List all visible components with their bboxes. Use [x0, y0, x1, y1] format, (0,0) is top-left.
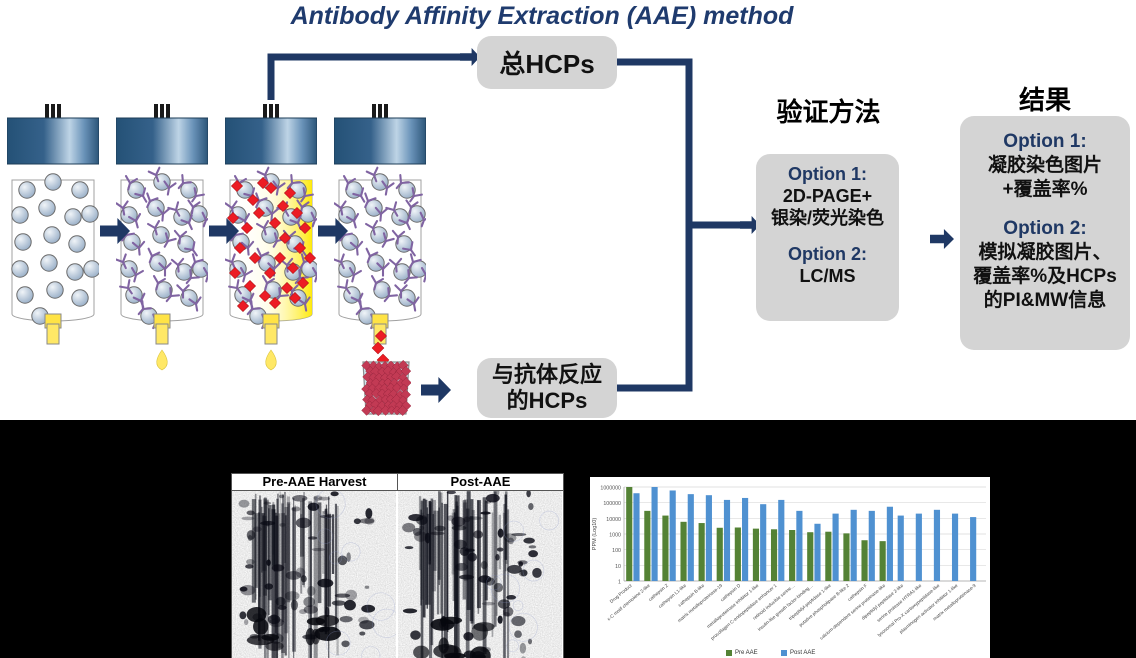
svg-text:100000: 100000	[603, 501, 621, 507]
svg-text:Pre AAE: Pre AAE	[735, 650, 758, 656]
svg-text:100: 100	[612, 548, 621, 554]
svg-text:calcium-dependent serine prote: calcium-dependent serine proteinase-like	[819, 583, 887, 641]
svg-text:1000000: 1000000	[600, 486, 621, 492]
svg-text:Post AAE: Post AAE	[790, 650, 815, 656]
svg-text:1000: 1000	[609, 533, 621, 539]
svg-text:procollagen C-endopeptidase en: procollagen C-endopeptidase enhancer 1	[710, 583, 778, 641]
svg-text:1: 1	[618, 580, 621, 586]
svg-text:10: 10	[615, 564, 621, 570]
svg-text:10000: 10000	[606, 517, 621, 523]
svg-text:PPM (Log10): PPM (Log10)	[592, 518, 598, 551]
